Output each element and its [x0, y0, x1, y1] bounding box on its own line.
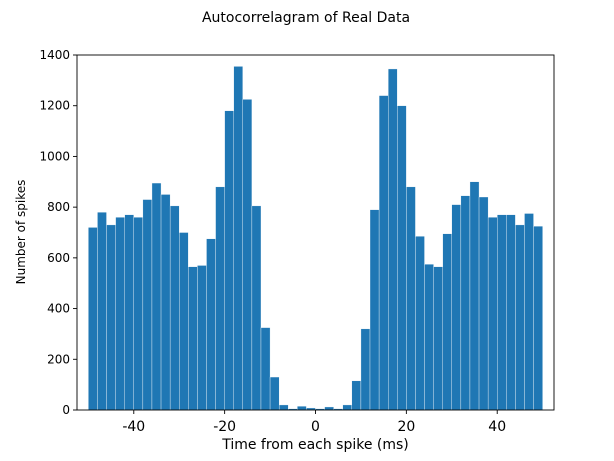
y-tick-label: 0: [62, 403, 70, 417]
y-tick-label: 600: [47, 251, 70, 265]
histogram-bar: [151, 182, 162, 411]
histogram-bar: [388, 68, 398, 411]
histogram-bar: [487, 217, 498, 411]
histogram-bar: [179, 232, 189, 411]
histogram-bar: [206, 238, 216, 411]
bars-group: [88, 66, 543, 411]
x-tick-label: -40: [122, 419, 145, 435]
y-axis-label: Number of spikes: [14, 180, 28, 285]
y-axis-ticks: 0 200 400 600 800 1000 1200 1400: [39, 48, 77, 417]
histogram-bar: [369, 209, 380, 411]
plot-frame: [76, 54, 555, 411]
histogram-bar: [506, 214, 516, 411]
x-tick-label: -20: [213, 419, 236, 435]
histogram-bar: [115, 217, 125, 411]
histogram-bar: [297, 406, 307, 411]
histogram-bar: [533, 225, 543, 411]
histogram-bar: [415, 236, 425, 411]
x-axis-label: Time from each spike (ms): [221, 437, 409, 453]
histogram-bar: [260, 327, 271, 411]
chart-title: Autocorrelagram of Real Data: [202, 10, 410, 26]
histogram-bar: [451, 204, 462, 411]
histogram-bar: [497, 214, 507, 411]
histogram-bar: [424, 264, 434, 411]
y-tick-label: 200: [47, 352, 70, 366]
histogram-bar: [269, 376, 280, 411]
histogram-bar: [478, 196, 489, 411]
histogram-bar: [197, 265, 207, 411]
histogram-bar: [224, 110, 234, 411]
y-tick-label: 400: [47, 302, 70, 316]
y-tick-label: 800: [47, 200, 70, 214]
histogram-bar: [169, 205, 180, 411]
histogram-bar: [233, 66, 243, 411]
x-tick-label: 0: [311, 419, 320, 435]
histogram-bar: [97, 212, 107, 411]
histogram-bar: [215, 186, 225, 411]
histogram-bar: [88, 227, 98, 411]
histogram-bar: [460, 195, 471, 411]
x-tick-label: 40: [488, 419, 506, 435]
histogram-bar: [324, 406, 334, 411]
histogram-bar: [433, 266, 443, 411]
x-axis-ticks: -40 -20 0 20 40: [122, 410, 506, 435]
histogram-bar: [360, 328, 371, 411]
histogram-bar: [351, 380, 362, 411]
y-tick-label: 1400: [39, 48, 70, 62]
x-tick-label: 20: [397, 419, 415, 435]
histogram-bar: [124, 214, 134, 411]
histogram-bar: [469, 181, 480, 411]
histogram-bar: [524, 213, 534, 411]
y-tick-label: 1000: [39, 149, 70, 163]
histogram-bar: [378, 95, 389, 411]
histogram-bar: [397, 105, 407, 411]
histogram-bar: [515, 224, 525, 411]
histogram-bar: [406, 186, 416, 411]
histogram-bar: [188, 266, 198, 411]
y-tick-label: 1200: [39, 99, 70, 113]
histogram-bar: [106, 224, 116, 411]
histogram-bar: [442, 233, 452, 411]
histogram-bar: [133, 217, 144, 411]
histogram-bar: [242, 99, 253, 411]
histogram-bar: [160, 194, 171, 411]
histogram-bar: [251, 205, 262, 411]
histogram-bar: [142, 199, 153, 411]
histogram-bar: [342, 404, 353, 411]
histogram-bar: [278, 404, 289, 411]
